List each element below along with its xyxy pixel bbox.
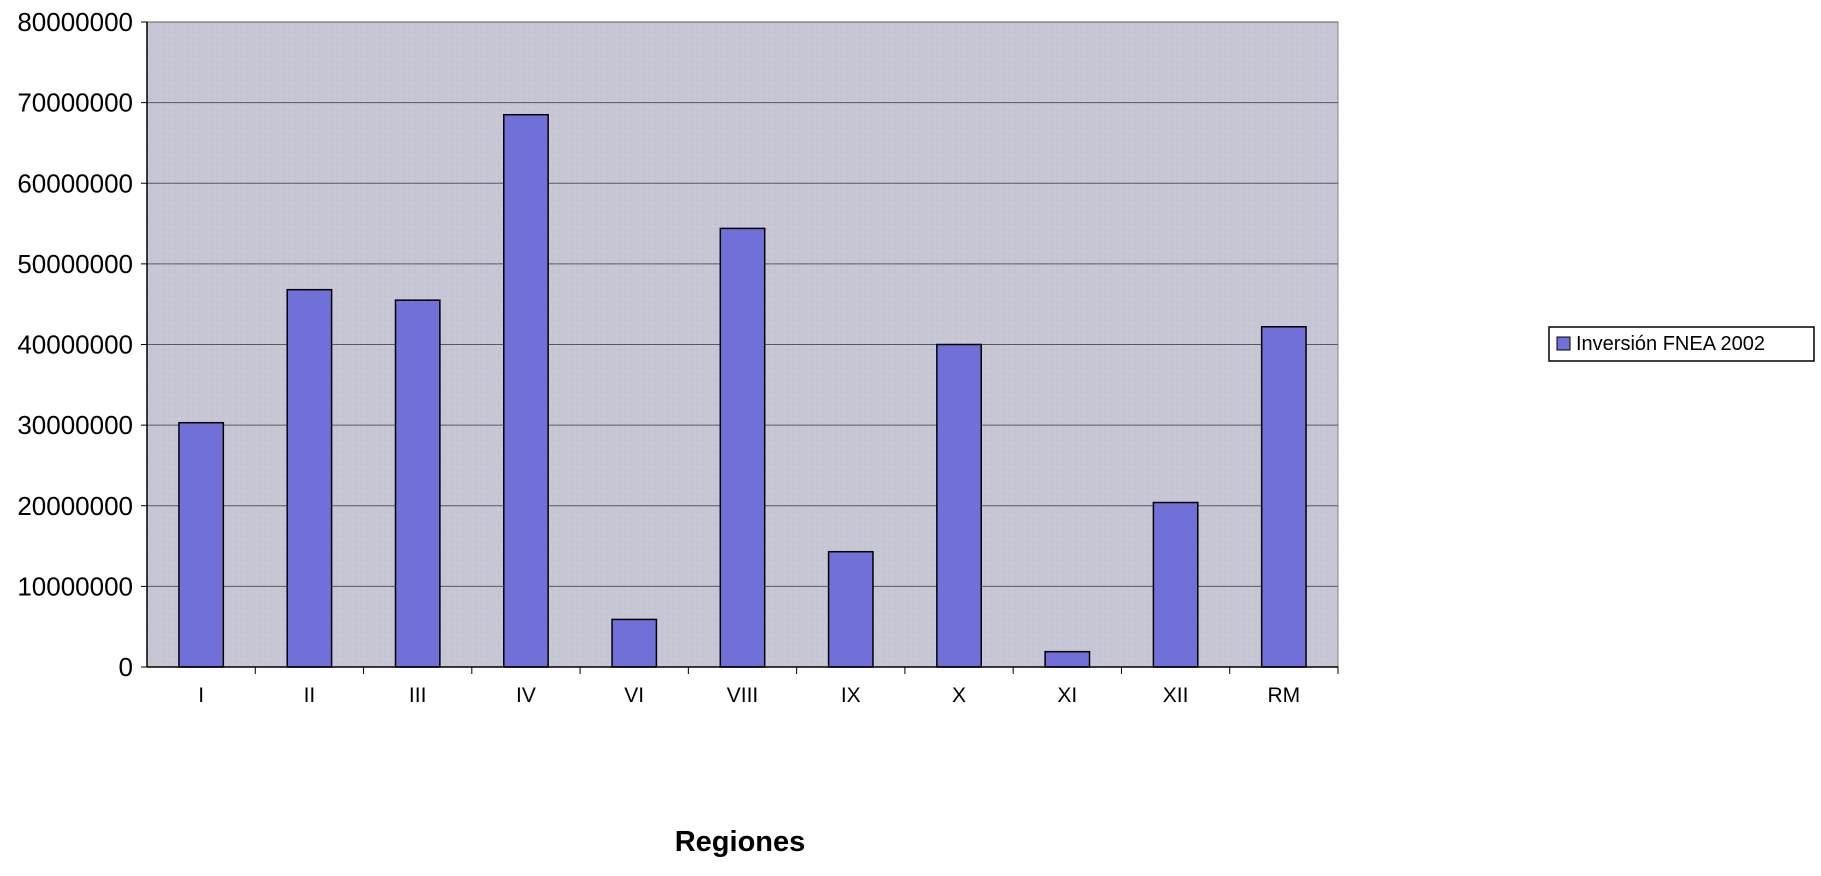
y-tick-label: 30000000 [17,410,133,440]
bar-IV [503,113,549,668]
bar-VI [611,618,658,668]
y-tick-label: 20000000 [17,491,133,521]
y-tick-label: 50000000 [17,249,133,279]
x-tick-label: XI [1057,684,1077,707]
x-tick-label: VI [624,684,644,707]
y-tick-label: 70000000 [17,88,133,118]
legend: Inversión FNEA 2002 [1548,326,1815,362]
x-tick-label: RM [1268,684,1301,707]
bar-X [936,343,982,668]
x-tick-label: I [198,684,204,707]
legend-box [1548,326,1815,362]
legend-swatch [1556,336,1571,351]
x-tick-label: II [304,684,316,707]
bar-XII [1152,501,1199,668]
legend-label: Inversión FNEA 2002 [1576,333,1765,355]
y-tick-label: 80000000 [17,7,133,37]
y-tick-label: 40000000 [17,330,133,360]
y-tick-label: 60000000 [17,168,133,198]
x-tick-label: IX [841,684,861,707]
x-axis-title: Regiones [675,826,806,858]
bar-II [286,288,333,668]
x-tick-label: X [952,684,966,707]
x-tick-label: IV [516,684,536,707]
bar-XI [1044,650,1091,668]
bar-III [394,299,441,668]
bar-VIII [719,227,766,668]
y-tick-label: 0 [119,652,133,682]
bar-I [178,421,225,668]
x-tick-label: XII [1163,684,1189,707]
x-tick-label: VIII [727,684,759,707]
y-tick-label: 10000000 [17,571,133,601]
bar-IX [827,550,874,668]
bar-RM [1260,326,1307,668]
x-tick-label: III [409,684,427,707]
